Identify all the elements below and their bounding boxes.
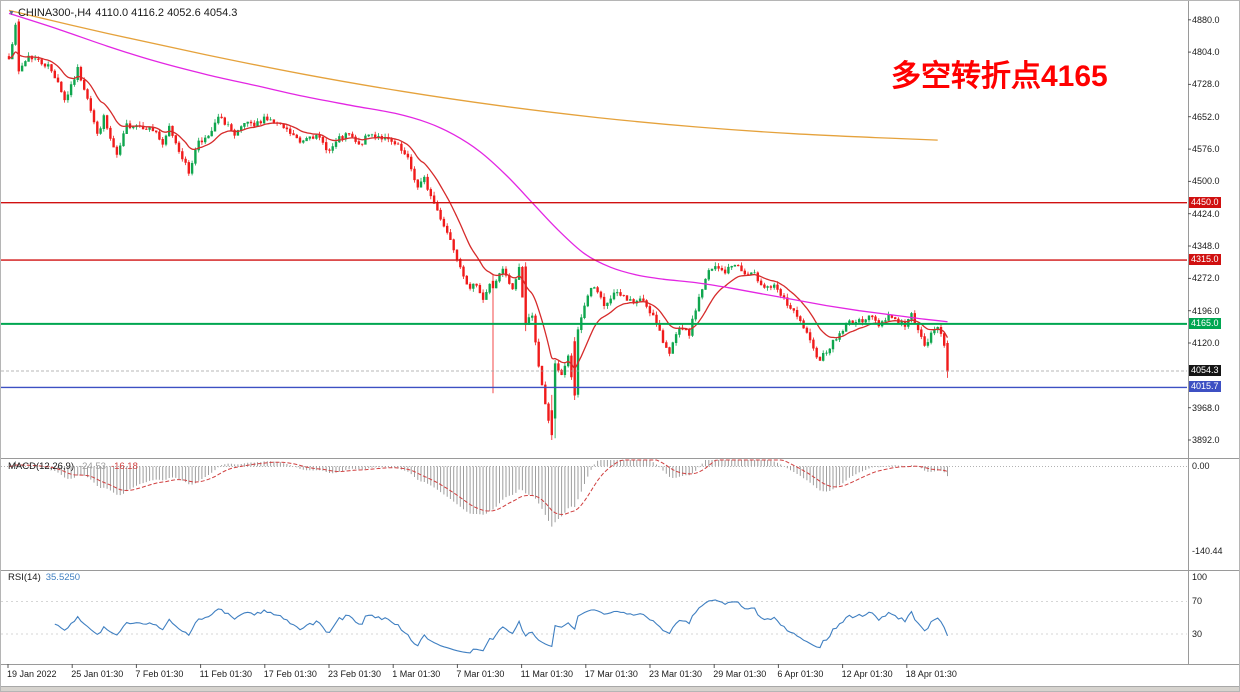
window-bottom-edge bbox=[1, 686, 1239, 691]
price-tick-label: 4804.0 bbox=[1192, 47, 1220, 58]
price-tick-label: 4880.0 bbox=[1192, 14, 1220, 25]
ma-line-slow bbox=[8, 9, 938, 141]
time-tick-label: 7 Mar 01:30 bbox=[456, 669, 505, 679]
time-tick-label: 17 Feb 01:30 bbox=[263, 669, 317, 679]
time-tick-label: 7 Feb 01:30 bbox=[135, 669, 184, 679]
time-tick-label: 23 Feb 01:30 bbox=[328, 669, 382, 679]
time-tick-label: 29 Mar 01:30 bbox=[713, 669, 767, 679]
price-tick-label: 4120.0 bbox=[1192, 338, 1220, 348]
price-level-label: 4165.0 bbox=[1189, 317, 1221, 329]
candle-wicks-up bbox=[11, 22, 939, 439]
time-tick-label: 18 Apr 01:30 bbox=[905, 669, 957, 679]
rsi-axis-label: 70 bbox=[1192, 596, 1203, 607]
current-price-label: 4054.3 bbox=[1189, 364, 1221, 376]
candle-wicks-down bbox=[8, 18, 948, 440]
price-tick-label: 4652.0 bbox=[1192, 111, 1220, 122]
time-tick-label: 19 Jan 2022 bbox=[7, 669, 57, 679]
symbol-ohlc: 4110.0 4116.2 4052.6 4054.3 bbox=[95, 7, 238, 19]
macd-axis-label: -140.44 bbox=[1192, 546, 1223, 557]
macd-title: MACD(12,26,9) bbox=[8, 461, 74, 472]
price-tick-label: 4728.0 bbox=[1192, 79, 1220, 90]
price-tick-label: 3892.0 bbox=[1192, 434, 1220, 445]
time-tick-label: 11 Mar 01:30 bbox=[520, 669, 573, 679]
time-tick-label: 17 Mar 01:30 bbox=[584, 669, 638, 679]
symbol-header: ▼ CHINA300-,H4 4110.0 4116.2 4052.6 4054.3 bbox=[8, 7, 241, 19]
annotation-text[interactable]: 多空转折点4165 bbox=[891, 60, 1108, 93]
candle-bodies-up bbox=[11, 24, 939, 419]
time-tick-label: 23 Mar 01:30 bbox=[649, 669, 703, 679]
price-tick-label: 4272.0 bbox=[1192, 273, 1220, 284]
symbol-name: CHINA300-,H4 bbox=[17, 7, 92, 19]
time-tick-label: 12 Apr 01:30 bbox=[841, 669, 893, 679]
price-level-label: 4315.0 bbox=[1189, 254, 1221, 266]
time-tick-label: 25 Jan 01:30 bbox=[71, 669, 124, 679]
symbol-marker-icon: ▼ bbox=[8, 10, 15, 17]
macd-signal-line bbox=[8, 459, 948, 516]
macd-axis-label: 0.00 bbox=[1192, 461, 1210, 472]
rsi-title: RSI(14) bbox=[8, 572, 41, 583]
time-tick-label: 6 Apr 01:30 bbox=[777, 669, 824, 679]
price-tick-label: 4196.0 bbox=[1192, 305, 1220, 316]
price-level-label: 4450.0 bbox=[1189, 196, 1221, 208]
macd-indicator-label: MACD(12,26,9) -24.53 -16.18 bbox=[8, 461, 143, 472]
price-level-label: 4015.7 bbox=[1189, 381, 1221, 393]
price-tick-label: 4424.0 bbox=[1192, 208, 1220, 219]
rsi-axis-label: 100 bbox=[1192, 572, 1208, 582]
price-tick-label: 4348.0 bbox=[1192, 241, 1220, 252]
price-tick-label: 3968.0 bbox=[1192, 402, 1220, 413]
ma-line-medium bbox=[8, 12, 948, 323]
time-tick-label: 11 Feb 01:30 bbox=[199, 669, 252, 679]
ma-line-fast bbox=[8, 51, 949, 369]
rsi-line bbox=[54, 599, 949, 654]
price-tick-label: 4500.0 bbox=[1192, 176, 1220, 187]
macd-histogram bbox=[11, 460, 948, 527]
rsi-value: 35.5250 bbox=[45, 572, 81, 583]
time-tick-label: 1 Mar 01:30 bbox=[392, 669, 441, 679]
candle-bodies-down bbox=[7, 21, 949, 436]
macd-signal-value: -16.18 bbox=[110, 461, 138, 472]
macd-main-value: -24.53 bbox=[79, 461, 106, 472]
rsi-indicator-label: RSI(14) 35.5250 bbox=[8, 572, 85, 583]
price-tick-label: 4576.0 bbox=[1192, 144, 1220, 155]
rsi-axis-label: 30 bbox=[1192, 628, 1203, 639]
